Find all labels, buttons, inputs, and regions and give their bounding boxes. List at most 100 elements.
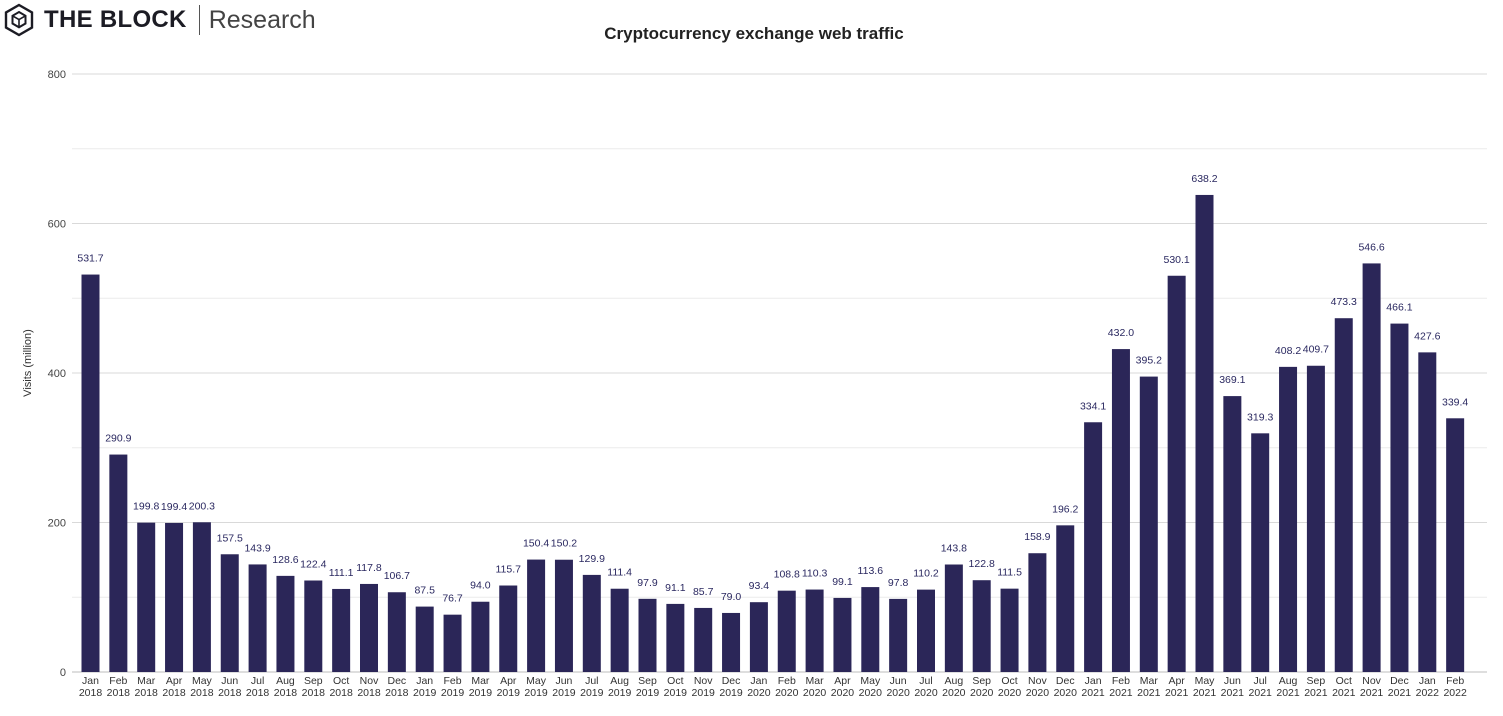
x-tick-label-month: Dec [722, 675, 741, 687]
data-label: 150.2 [551, 538, 577, 550]
x-tick-label-year: 2021 [1221, 687, 1245, 699]
x-tick-label-year: 2020 [1054, 687, 1078, 699]
data-label: 199.8 [133, 501, 159, 513]
x-tick-label-month: Apr [1168, 675, 1185, 687]
data-label: 473.3 [1331, 296, 1357, 308]
data-label: 409.7 [1303, 344, 1329, 356]
y-tick-label: 600 [48, 219, 66, 231]
data-label: 97.8 [888, 577, 909, 589]
x-tick-label-month: Jan [1085, 675, 1102, 687]
x-tick-label-month: Jan [416, 675, 433, 687]
bar [1028, 553, 1047, 672]
x-tick-label-year: 2018 [274, 687, 298, 699]
data-label: 150.4 [523, 538, 549, 550]
x-tick-label-year: 2019 [636, 687, 660, 699]
x-tick-label-year: 2018 [190, 687, 214, 699]
data-label: 143.8 [941, 543, 967, 555]
data-label: 196.2 [1052, 503, 1078, 515]
bar [443, 614, 462, 672]
bar [1418, 352, 1437, 672]
data-label: 395.2 [1136, 355, 1162, 367]
x-tick-label-year: 2021 [1332, 687, 1356, 699]
data-label: 319.3 [1247, 411, 1273, 423]
data-label: 108.8 [774, 569, 800, 581]
data-label: 143.9 [244, 542, 270, 554]
x-tick-label-year: 2020 [747, 687, 771, 699]
data-label: 530.1 [1164, 254, 1190, 266]
x-tick-label-month: Oct [1001, 675, 1017, 687]
x-tick-label-year: 2019 [441, 687, 465, 699]
bar [1390, 323, 1409, 672]
data-label: 466.1 [1386, 302, 1412, 314]
bar [722, 612, 741, 672]
x-tick-label-year: 2021 [1109, 687, 1133, 699]
data-label: 117.8 [356, 562, 382, 574]
data-label: 76.7 [442, 593, 463, 605]
data-label: 110.2 [913, 568, 939, 580]
data-label: 531.7 [77, 253, 103, 265]
x-tick-label-year: 2022 [1416, 687, 1440, 699]
y-tick-label: 200 [48, 518, 66, 530]
x-tick-label-year: 2019 [608, 687, 632, 699]
bar [1279, 366, 1298, 672]
bar [360, 583, 378, 672]
x-tick-label-year: 2018 [246, 687, 270, 699]
bar [1139, 376, 1158, 672]
data-label: 122.4 [300, 559, 326, 571]
x-tick-label-year: 2020 [803, 687, 827, 699]
x-tick-label-month: Dec [1056, 675, 1075, 687]
x-tick-label-month: Mar [471, 675, 490, 687]
data-label: 94.0 [470, 580, 491, 592]
x-tick-label-month: Apr [500, 675, 517, 687]
x-tick-label-year: 2021 [1276, 687, 1300, 699]
bar [554, 559, 573, 672]
data-label: 427.6 [1414, 330, 1440, 342]
bar [220, 554, 239, 672]
bar [1362, 263, 1381, 672]
x-tick-label-year: 2018 [329, 687, 353, 699]
x-tick-label-month: Oct [333, 675, 349, 687]
x-tick-label-month: Aug [610, 675, 629, 687]
x-tick-label-year: 2019 [497, 687, 521, 699]
x-tick-label-year: 2020 [1026, 687, 1050, 699]
bar [276, 575, 295, 672]
x-tick-label-year: 2018 [79, 687, 103, 699]
data-label: 91.1 [665, 582, 686, 594]
bar [499, 585, 518, 672]
x-tick-label-month: Nov [694, 675, 713, 687]
bar [1056, 525, 1075, 672]
x-tick-label-month: Jul [585, 675, 598, 687]
bar [527, 559, 546, 672]
x-tick-label-year: 2018 [385, 687, 409, 699]
x-tick-label-year: 2021 [1249, 687, 1273, 699]
x-tick-label-month: Dec [1390, 675, 1409, 687]
data-label: 110.3 [802, 568, 828, 580]
x-tick-label-month: Sep [304, 675, 323, 687]
chart-title: Cryptocurrency exchange web traffic [604, 24, 904, 43]
bar [471, 601, 490, 672]
bar [1251, 433, 1270, 672]
data-label: 158.9 [1024, 531, 1050, 543]
x-tick-label-year: 2019 [552, 687, 576, 699]
bar [137, 522, 156, 672]
x-tick-label-year: 2019 [580, 687, 604, 699]
x-tick-label-year: 2018 [357, 687, 381, 699]
x-tick-label-month: Aug [1279, 675, 1298, 687]
x-tick-label-month: May [860, 675, 881, 687]
data-label: 638.2 [1191, 173, 1217, 185]
bar [833, 597, 852, 672]
x-tick-label-month: Jul [919, 675, 932, 687]
bar [332, 588, 351, 672]
x-tick-label-year: 2021 [1304, 687, 1328, 699]
data-label: 97.9 [637, 577, 658, 589]
x-tick-label-year: 2018 [302, 687, 326, 699]
x-tick-label-month: Oct [1336, 675, 1352, 687]
bar [415, 606, 434, 672]
x-tick-label-year: 2022 [1443, 687, 1467, 699]
brand-subtitle: Research [208, 5, 316, 34]
bar [248, 564, 267, 672]
bar [192, 522, 211, 672]
bar [304, 580, 323, 672]
data-label: 115.7 [496, 564, 522, 576]
x-tick-label-month: May [192, 675, 213, 687]
